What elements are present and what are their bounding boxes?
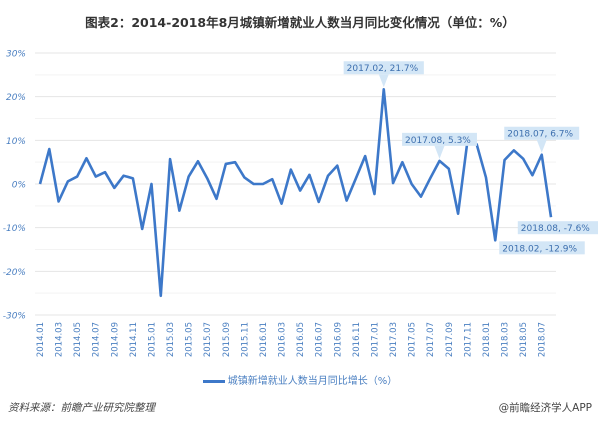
x-tick-label: 2015.07 (203, 322, 213, 357)
callout-box (499, 241, 585, 255)
x-tick-label: 2014.07 (92, 322, 102, 357)
x-tick-label: 2014.11 (129, 322, 139, 357)
data-label: 2017.08, 5.3% (405, 136, 471, 146)
data-label: 2018.08, -7.6% (521, 224, 590, 234)
x-tick-label: 2018.07 (538, 322, 548, 357)
y-tick-label: 20% (6, 93, 26, 103)
y-tick-label: 0% (12, 181, 26, 191)
callout-box (517, 221, 598, 235)
x-tick-label: 2014.05 (73, 322, 83, 357)
line-chart: 30% 20% 10% 0% -10% -20% -30% 2014.01 2014.03 201… (3, 50, 598, 357)
x-tick-label: 2018.05 (519, 322, 529, 357)
x-tick-label: 2018.03 (501, 322, 511, 357)
x-tick-label: 2016.03 (278, 322, 288, 357)
x-tick-label: 2016.09 (333, 322, 343, 357)
x-tick-label: 2016.07 (315, 322, 325, 357)
chart-title: 图表2：2014-2018年8月城镇新增就业人数当月同比变化情况（单位：%） (85, 15, 515, 30)
x-tick-label: 2017.09 (445, 322, 455, 357)
x-tick-label: 2015.11 (240, 322, 250, 357)
x-tick-label: 2015.09 (222, 322, 232, 357)
legend-swatch (202, 379, 225, 383)
x-tick-label: 2018.01 (482, 322, 492, 357)
data-line (38, 87, 553, 298)
data-label: 2018.07, 6.7% (507, 130, 573, 140)
x-tick-label: 2016.05 (296, 322, 306, 357)
x-tick-label: 2014.03 (55, 322, 65, 357)
y-tick-label: -20% (3, 268, 26, 278)
y-tick-label: 30% (6, 50, 26, 60)
x-tick-label: 2017.05 (408, 322, 418, 357)
source-note: 资料来源：前瞻产业研究院整理 (8, 402, 155, 414)
y-tick-label: 10% (6, 137, 26, 147)
x-tick-label: 2017.07 (426, 322, 436, 357)
x-tick-label: 2015.03 (166, 322, 176, 357)
x-tick-label: 2014.09 (110, 322, 120, 357)
callout-pointer (536, 139, 547, 153)
y-tick-label: -10% (3, 224, 26, 234)
x-tick-label: 2014.01 (36, 322, 46, 357)
data-label: 2017.02, 21.7% (347, 64, 419, 74)
y-tick-label: -30% (3, 312, 26, 322)
watermark: @前瞻经济学人APP (498, 402, 592, 414)
x-tick-label: 2016.01 (259, 322, 269, 357)
legend: 城镇新增就业人数当月同比增长（%） (0, 372, 600, 387)
callout-pointer (434, 145, 445, 159)
x-tick-label: 2017.01 (370, 322, 380, 357)
x-tick-label: 2016.11 (352, 322, 362, 357)
data-label: 2018.02, -12.9% (502, 244, 577, 254)
x-tick-label: 2015.05 (185, 322, 195, 357)
x-tick-label: 2017.11 (463, 322, 473, 357)
callout-box (343, 61, 424, 75)
callout-pointer (378, 74, 389, 88)
x-tick-label: 2017.03 (389, 322, 399, 357)
callout-box (504, 126, 580, 140)
legend-label: 城镇新增就业人数当月同比增长（%） (227, 376, 398, 387)
x-tick-label: 2015.01 (147, 322, 157, 357)
callout-box (402, 132, 477, 146)
